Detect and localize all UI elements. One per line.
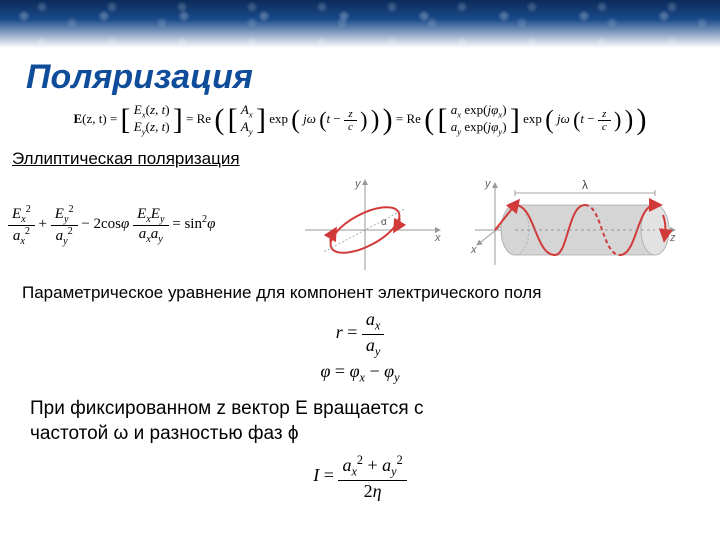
eq-polar-ay: ay exp(jφy) [451,119,507,134]
svg-text:y: y [484,178,492,190]
subheading-elliptical: Эллиптическая поляризация [12,149,720,169]
equation-phi: φ = φx − φy [0,361,720,386]
eq-lhs-E: E [73,111,82,126]
figure-ellipse: y x α [295,175,445,275]
eq-polar-ax: ax exp(jφx) [451,102,507,117]
ellipse-row: Ex2ax2 + Ey2ay2 − 2cosφ ExEyaxay = sin2φ… [8,175,712,275]
equation-intensity: I = ax2 + ay2 2η [0,453,720,502]
header-banner [0,0,720,48]
svg-text:α: α [381,217,387,228]
svg-text:λ: λ [582,178,588,192]
text-rotation: При фиксированном z вектор Е вращается с… [30,396,680,447]
text-parametric: Параметрическое уравнение для компонент … [22,283,720,303]
equation-field-vector: E(z, t) = [ Ex(z, t) Ey(z, t) ] = Re ( [… [0,103,720,137]
eq-vec-Ey: Ey(z, t) [134,119,170,134]
svg-text:x: x [470,244,477,256]
eq-amp-Ay: Ay [241,119,253,134]
svg-text:y: y [354,178,362,190]
equation-ellipse: Ex2ax2 + Ey2ay2 − 2cosφ ExEyaxay = sin2φ [8,204,268,247]
eq-amp-Ax: Ax [241,102,253,117]
slide-title: Поляризация [26,58,720,97]
svg-text:x: x [434,232,441,244]
eq-vec-Ex: Ex(z, t) [134,102,170,117]
svg-text:z: z [669,232,676,244]
figure-helix: y x z λ [465,175,685,275]
equation-r: r = axay φ = φx − φy [0,309,720,386]
